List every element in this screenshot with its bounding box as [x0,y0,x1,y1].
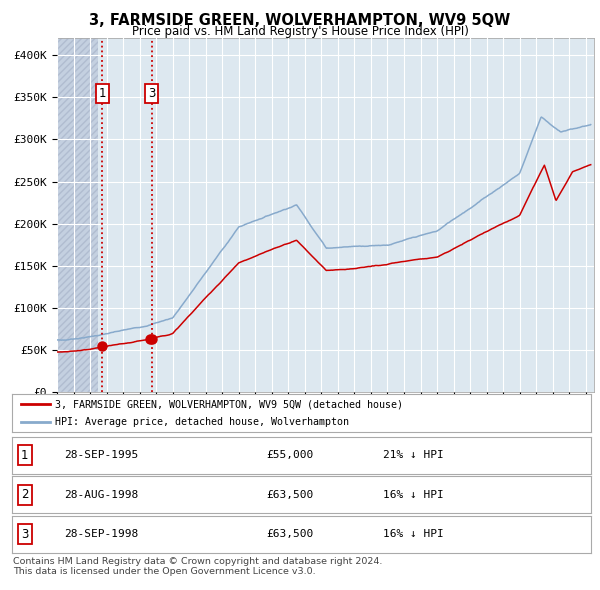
Text: Contains HM Land Registry data © Crown copyright and database right 2024.
This d: Contains HM Land Registry data © Crown c… [13,557,383,576]
Text: 3, FARMSIDE GREEN, WOLVERHAMPTON, WV9 5QW: 3, FARMSIDE GREEN, WOLVERHAMPTON, WV9 5Q… [89,13,511,28]
Text: 21% ↓ HPI: 21% ↓ HPI [383,450,443,460]
Text: 16% ↓ HPI: 16% ↓ HPI [383,490,443,500]
Text: 16% ↓ HPI: 16% ↓ HPI [383,529,443,539]
Text: Price paid vs. HM Land Registry's House Price Index (HPI): Price paid vs. HM Land Registry's House … [131,25,469,38]
Text: £55,000: £55,000 [267,450,314,460]
Text: 3, FARMSIDE GREEN, WOLVERHAMPTON, WV9 5QW (detached house): 3, FARMSIDE GREEN, WOLVERHAMPTON, WV9 5Q… [55,399,403,409]
Text: £63,500: £63,500 [267,529,314,539]
Text: 3: 3 [21,527,28,541]
Text: 2: 2 [21,488,28,501]
Text: 28-SEP-1998: 28-SEP-1998 [64,529,139,539]
Text: 3: 3 [148,87,155,100]
Text: 1: 1 [21,448,28,462]
Text: 28-AUG-1998: 28-AUG-1998 [64,490,139,500]
Text: 1: 1 [98,87,106,100]
Text: 28-SEP-1995: 28-SEP-1995 [64,450,139,460]
Text: HPI: Average price, detached house, Wolverhampton: HPI: Average price, detached house, Wolv… [55,417,349,427]
Text: £63,500: £63,500 [267,490,314,500]
Bar [57,38,98,392]
